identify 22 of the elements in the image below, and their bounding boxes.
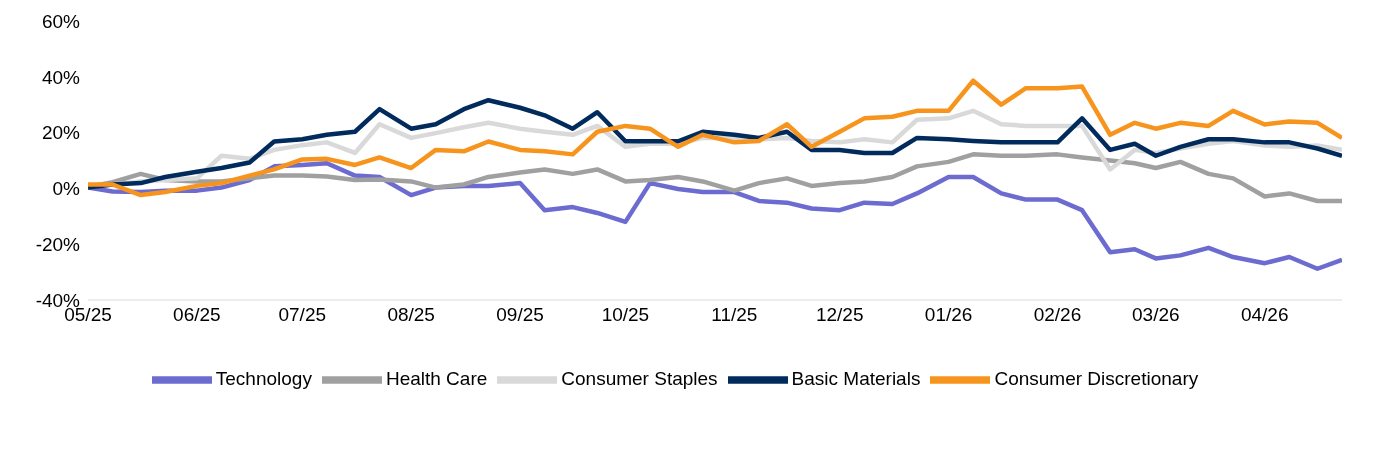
line-series: [88, 78, 1342, 198]
y-tick-label: 20%: [41, 122, 81, 144]
legend-label: Technology: [215, 368, 312, 390]
y-tick-label: 60%: [41, 10, 81, 32]
x-tick-label: 10/25: [601, 304, 650, 326]
y-tick-label: 40%: [41, 66, 81, 88]
x-tick-label: 02/26: [1033, 304, 1082, 326]
legend-label: Health Care: [385, 368, 488, 390]
y-tick-label: 0%: [52, 178, 81, 200]
x-tick-label: 01/26: [924, 304, 973, 326]
x-tick-label: 04/26: [1240, 304, 1289, 326]
legend-label: Consumer Staples: [561, 368, 718, 390]
legend-label: Consumer Discretionary: [994, 368, 1199, 390]
x-tick-label: 09/25: [496, 304, 544, 326]
x-tick-label: 07/25: [278, 304, 327, 326]
x-tick-label: 12/25: [815, 304, 864, 326]
x-tick-label: 08/25: [387, 304, 435, 326]
x-tick-label: 06/25: [173, 304, 221, 326]
legend-label: Basic Materials: [791, 368, 921, 390]
x-tick-label: 03/26: [1132, 304, 1180, 326]
y-tick-label: -20%: [35, 233, 81, 255]
x-tick-label: 11/25: [711, 304, 758, 326]
